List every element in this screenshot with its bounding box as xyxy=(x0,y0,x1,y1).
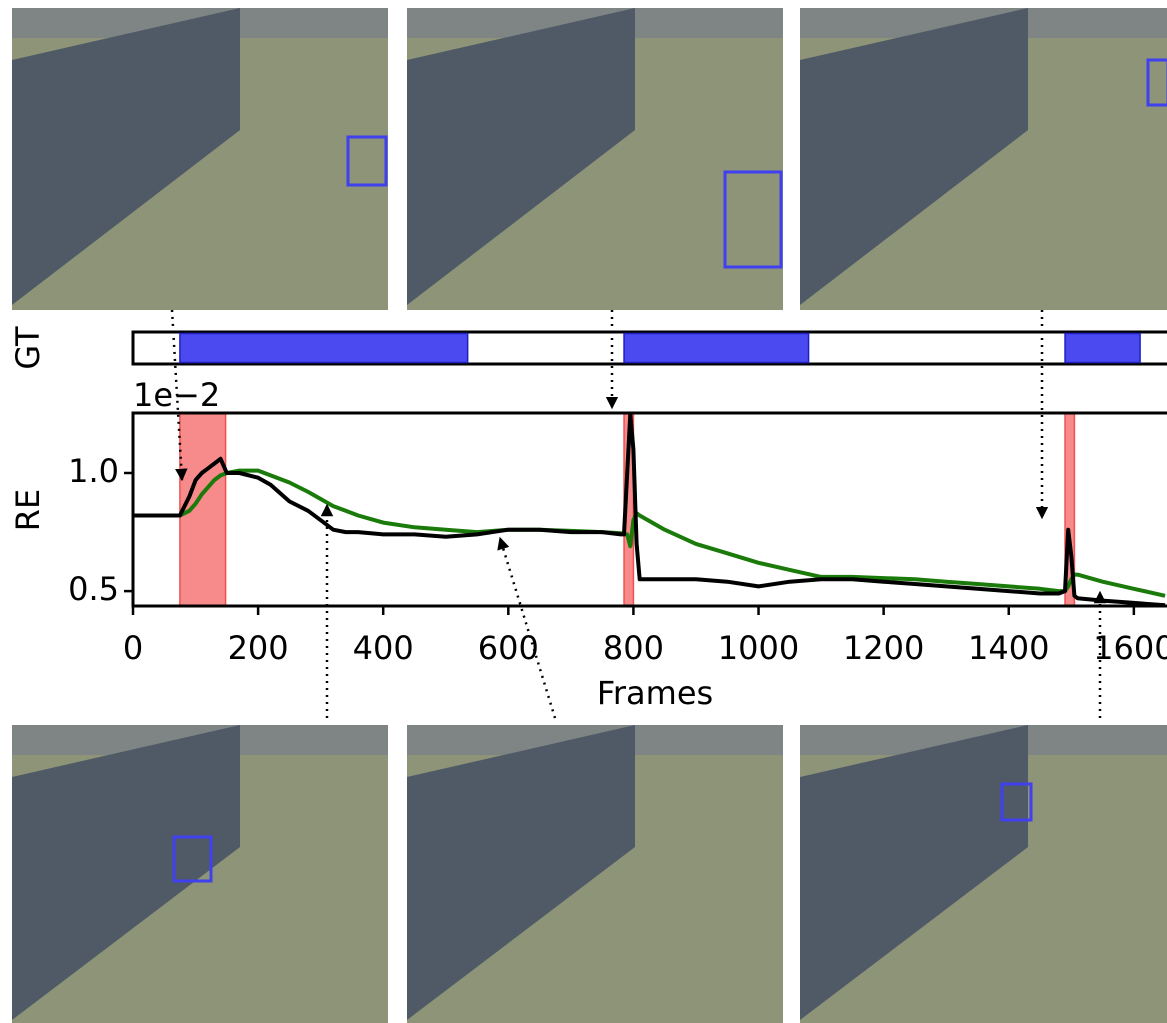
x-tick-label: 200 xyxy=(228,629,289,667)
highlight xyxy=(179,412,227,607)
gt-interval xyxy=(179,332,469,364)
photo xyxy=(12,8,388,310)
series-line xyxy=(133,413,1166,606)
y-axis-label: RE xyxy=(9,489,47,531)
y-tick-label: 0.5 xyxy=(68,570,119,608)
plot: 0 200 400 600 800 1000 1200 1400 1600 0.5 1.0 xyxy=(68,330,1167,667)
x-axis-label: Frames xyxy=(597,674,713,712)
x-tick-label: 0 xyxy=(123,629,143,667)
photo xyxy=(800,725,1167,1023)
axes-frame xyxy=(131,411,1167,608)
x-tick-label: 1400 xyxy=(968,629,1049,667)
x-tick-label: 800 xyxy=(603,629,664,667)
x-tick-label: 1000 xyxy=(718,629,799,667)
x-tick-label: 600 xyxy=(478,629,539,667)
photo xyxy=(12,725,388,1023)
gt-interval xyxy=(1064,332,1141,364)
x-tick-label: 1200 xyxy=(843,629,924,667)
x-tick-label: 400 xyxy=(353,629,414,667)
arrow xyxy=(170,309,188,482)
photo xyxy=(407,8,783,310)
photo xyxy=(800,8,1167,310)
arrow xyxy=(497,536,557,719)
series-line xyxy=(133,468,1166,598)
photo xyxy=(407,725,783,1023)
x-tick-label: 1600 xyxy=(1093,629,1167,667)
gt-label: GT xyxy=(9,326,47,370)
y-tick-label: 1.0 xyxy=(68,452,119,490)
gt-interval xyxy=(623,332,810,364)
